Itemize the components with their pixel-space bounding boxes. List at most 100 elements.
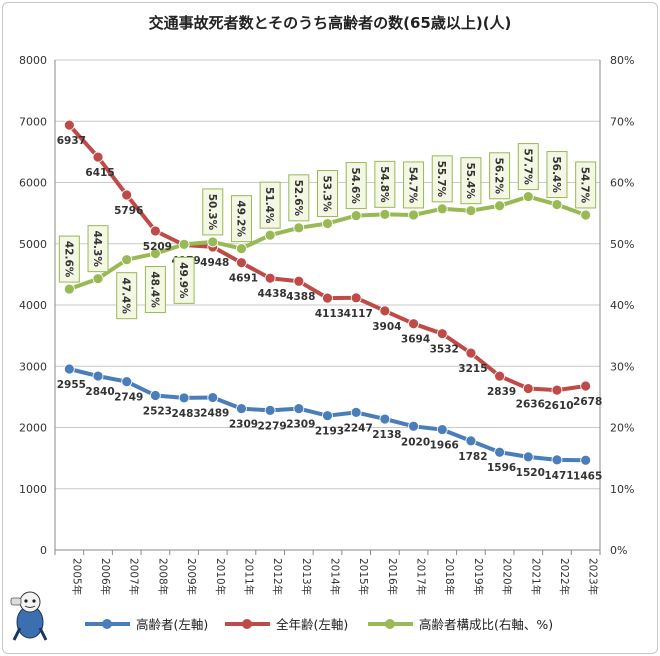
- point-all-ages: [63, 119, 75, 131]
- axes: [54, 60, 601, 555]
- data-label-ratio: 42.6%: [62, 241, 74, 278]
- legend-marker-ratio: [385, 619, 395, 629]
- right-tick-label: 50%: [610, 238, 634, 251]
- point-ratio: [522, 191, 534, 202]
- x-tick-label: 2014年: [329, 558, 342, 595]
- point-all-ages: [322, 292, 333, 304]
- data-label-elderly: 1782: [458, 451, 487, 463]
- point-all-ages: [379, 305, 391, 317]
- point-ratio: [149, 248, 161, 259]
- left-tick-label: 4000: [19, 299, 47, 312]
- legend-label-all-ages: 全年齢(左軸): [276, 617, 348, 632]
- data-label-elderly: 2749: [114, 392, 143, 404]
- ratio-label-box: 49.2%: [230, 195, 252, 243]
- point-elderly: [322, 410, 333, 422]
- data-label-all-ages: 6415: [85, 167, 114, 179]
- ratio-label-box: 55.4%: [460, 157, 482, 205]
- data-label-all-ages: 4113: [315, 308, 344, 320]
- data-label-elderly: 2523: [143, 405, 172, 417]
- data-label-elderly: 1465: [573, 470, 602, 482]
- point-elderly: [149, 390, 161, 401]
- ratio-label-bg: [317, 170, 338, 218]
- data-label-elderly: 2193: [315, 426, 344, 438]
- point-ratio: [178, 238, 190, 250]
- data-label-elderly: 2309: [229, 419, 258, 431]
- point-ratio: [379, 208, 391, 220]
- point-elderly: [63, 363, 75, 375]
- point-ratio: [465, 205, 477, 217]
- data-label-elderly: 1471: [544, 470, 573, 482]
- left-tick-label: 7000: [19, 115, 47, 128]
- point-elderly: [236, 403, 247, 414]
- data-label-all-ages: 4388: [286, 291, 315, 303]
- ratio-label-box: 56.2%: [489, 152, 511, 200]
- ratio-label-bg: [202, 188, 224, 236]
- data-label-elderly: 2020: [401, 436, 430, 448]
- data-label-elderly: 2309: [286, 419, 315, 431]
- point-elderly: [465, 435, 477, 447]
- data-label-elderly: 2247: [344, 422, 373, 434]
- data-label-ratio: 57.7%: [521, 148, 533, 185]
- point-ratio: [494, 200, 506, 212]
- data-label-elderly: 1520: [516, 467, 545, 479]
- point-all-ages: [350, 292, 362, 304]
- data-label-ratio: 50.3%: [206, 194, 218, 231]
- point-ratio: [408, 209, 419, 221]
- data-label-all-ages: 3904: [372, 321, 401, 333]
- ratio-label-box: 51.4%: [259, 181, 281, 229]
- chart-title: 交通事故死者数とそのうち高齢者の数(65歳以上)(人): [149, 14, 512, 32]
- legend-label-elderly: 高齢者(左軸): [136, 617, 208, 632]
- ratio-label-box: 54.7%: [575, 161, 597, 209]
- data-label-elderly: 2483: [171, 408, 200, 420]
- data-label-all-ages: 5209: [143, 241, 172, 253]
- x-tick-label: 2005年: [70, 558, 83, 595]
- left-axis-ticks: 0 1000 2000 3000 4000 5000 6000 7000 8000: [19, 54, 47, 557]
- data-label-elderly: 1596: [487, 462, 516, 474]
- right-tick-label: 10%: [610, 483, 634, 496]
- x-tick-label: 2021年: [529, 558, 542, 595]
- ratio-label-box: 55.7%: [431, 155, 453, 203]
- legend: 高齢者(左軸) 全年齢(左軸) 高齢者構成比(右軸、%): [85, 617, 553, 632]
- point-ratio: [580, 209, 592, 221]
- data-label-ratio: 55.7%: [435, 161, 447, 198]
- data-label-ratio: 56.4%: [550, 156, 562, 193]
- data-label-all-ages: 2839: [487, 386, 516, 398]
- ratio-label-box: 49.9%: [173, 256, 195, 304]
- right-tick-label: 80%: [610, 54, 634, 67]
- ratio-label-box: 50.3%: [202, 188, 224, 236]
- ratio-label-bg: [116, 272, 138, 320]
- ratio-label-bg: [374, 160, 396, 208]
- data-label-all-ages: 6937: [57, 135, 86, 147]
- left-tick-label: 2000: [19, 422, 47, 435]
- point-elderly: [178, 392, 190, 404]
- ratio-label-bg: [575, 161, 597, 209]
- ratio-label-bg: [144, 266, 166, 314]
- ratio-label-box: 44.3%: [87, 225, 109, 273]
- legend-label-ratio: 高齢者構成比(右軸、%): [419, 617, 553, 632]
- point-elderly: [264, 405, 276, 416]
- point-all-ages: [551, 384, 563, 396]
- data-label-ratio: 52.6%: [292, 180, 304, 217]
- ratio-label-bg: [87, 225, 109, 273]
- point-ratio: [436, 203, 448, 215]
- point-all-ages: [494, 370, 506, 382]
- data-label-ratio: 53.3%: [321, 175, 333, 212]
- x-axis-ticks: 2005年 2006年 2007年 2008年 2009年 2010年 2011年 2012年…: [70, 558, 599, 595]
- ratio-label-bg: [460, 157, 482, 205]
- point-elderly: [436, 424, 448, 435]
- data-label-all-ages: 2678: [573, 396, 602, 408]
- point-elderly: [494, 446, 506, 458]
- x-tick-label: 2016年: [386, 558, 399, 595]
- data-label-elderly: 2279: [258, 420, 287, 432]
- point-ratio: [350, 210, 362, 221]
- x-tick-label: 2020年: [501, 558, 514, 595]
- data-label-all-ages: 4691: [229, 273, 258, 285]
- data-label-all-ages: 3532: [430, 344, 459, 356]
- data-label-all-ages: 3215: [458, 363, 487, 375]
- ratio-label-bg: [288, 174, 310, 222]
- x-tick-label: 2015年: [357, 558, 370, 595]
- right-tick-label: 70%: [610, 115, 634, 128]
- x-tick-label: 2013年: [300, 558, 313, 595]
- ratio-label-bg: [431, 155, 453, 203]
